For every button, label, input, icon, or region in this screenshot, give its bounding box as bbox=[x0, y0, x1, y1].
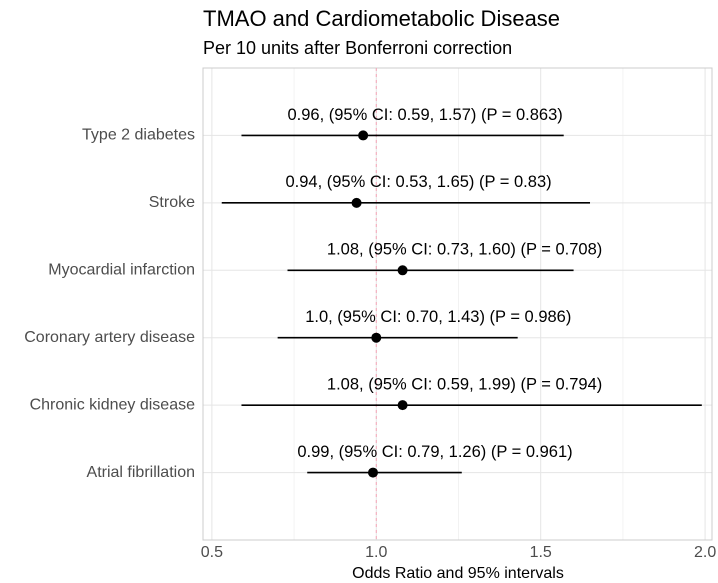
point bbox=[351, 197, 362, 208]
point bbox=[397, 265, 408, 276]
y-tick-label: Myocardial infarction bbox=[48, 262, 195, 279]
point bbox=[397, 400, 408, 411]
value-label: 0.96, (95% CI: 0.59, 1.57) (P = 0.863) bbox=[287, 106, 562, 124]
x-tick-label: 1.0 bbox=[365, 544, 387, 561]
x-tick-label: 0.5 bbox=[201, 544, 223, 561]
value-label: 1.08, (95% CI: 0.59, 1.99) (P = 0.794) bbox=[327, 376, 602, 394]
value-label: 1.08, (95% CI: 0.73, 1.60) (P = 0.708) bbox=[327, 241, 602, 259]
y-tick-label: Stroke bbox=[149, 194, 195, 211]
panel-border bbox=[202, 67, 713, 541]
point bbox=[371, 332, 382, 343]
x-axis-label: Odds Ratio and 95% intervals bbox=[352, 565, 564, 582]
chart-subtitle: Per 10 units after Bonferroni correction bbox=[203, 38, 512, 58]
y-tick-label: Atrial fibrillation bbox=[87, 464, 195, 481]
x-tick-label: 2.0 bbox=[694, 544, 716, 561]
y-tick-label: Type 2 diabetes bbox=[82, 127, 195, 144]
point bbox=[358, 130, 369, 141]
chart-title: TMAO and Cardiometabolic Disease bbox=[203, 6, 560, 31]
point bbox=[367, 467, 378, 478]
value-label: 1.0, (95% CI: 0.70, 1.43) (P = 0.986) bbox=[305, 308, 571, 326]
y-tick-label: Chronic kidney disease bbox=[30, 396, 196, 413]
x-tick-label: 1.5 bbox=[530, 544, 552, 561]
value-label: 0.94, (95% CI: 0.53, 1.65) (P = 0.83) bbox=[285, 173, 551, 191]
y-tick-label: Coronary artery disease bbox=[24, 329, 195, 346]
value-label: 0.99, (95% CI: 0.79, 1.26) (P = 0.961) bbox=[297, 443, 572, 461]
